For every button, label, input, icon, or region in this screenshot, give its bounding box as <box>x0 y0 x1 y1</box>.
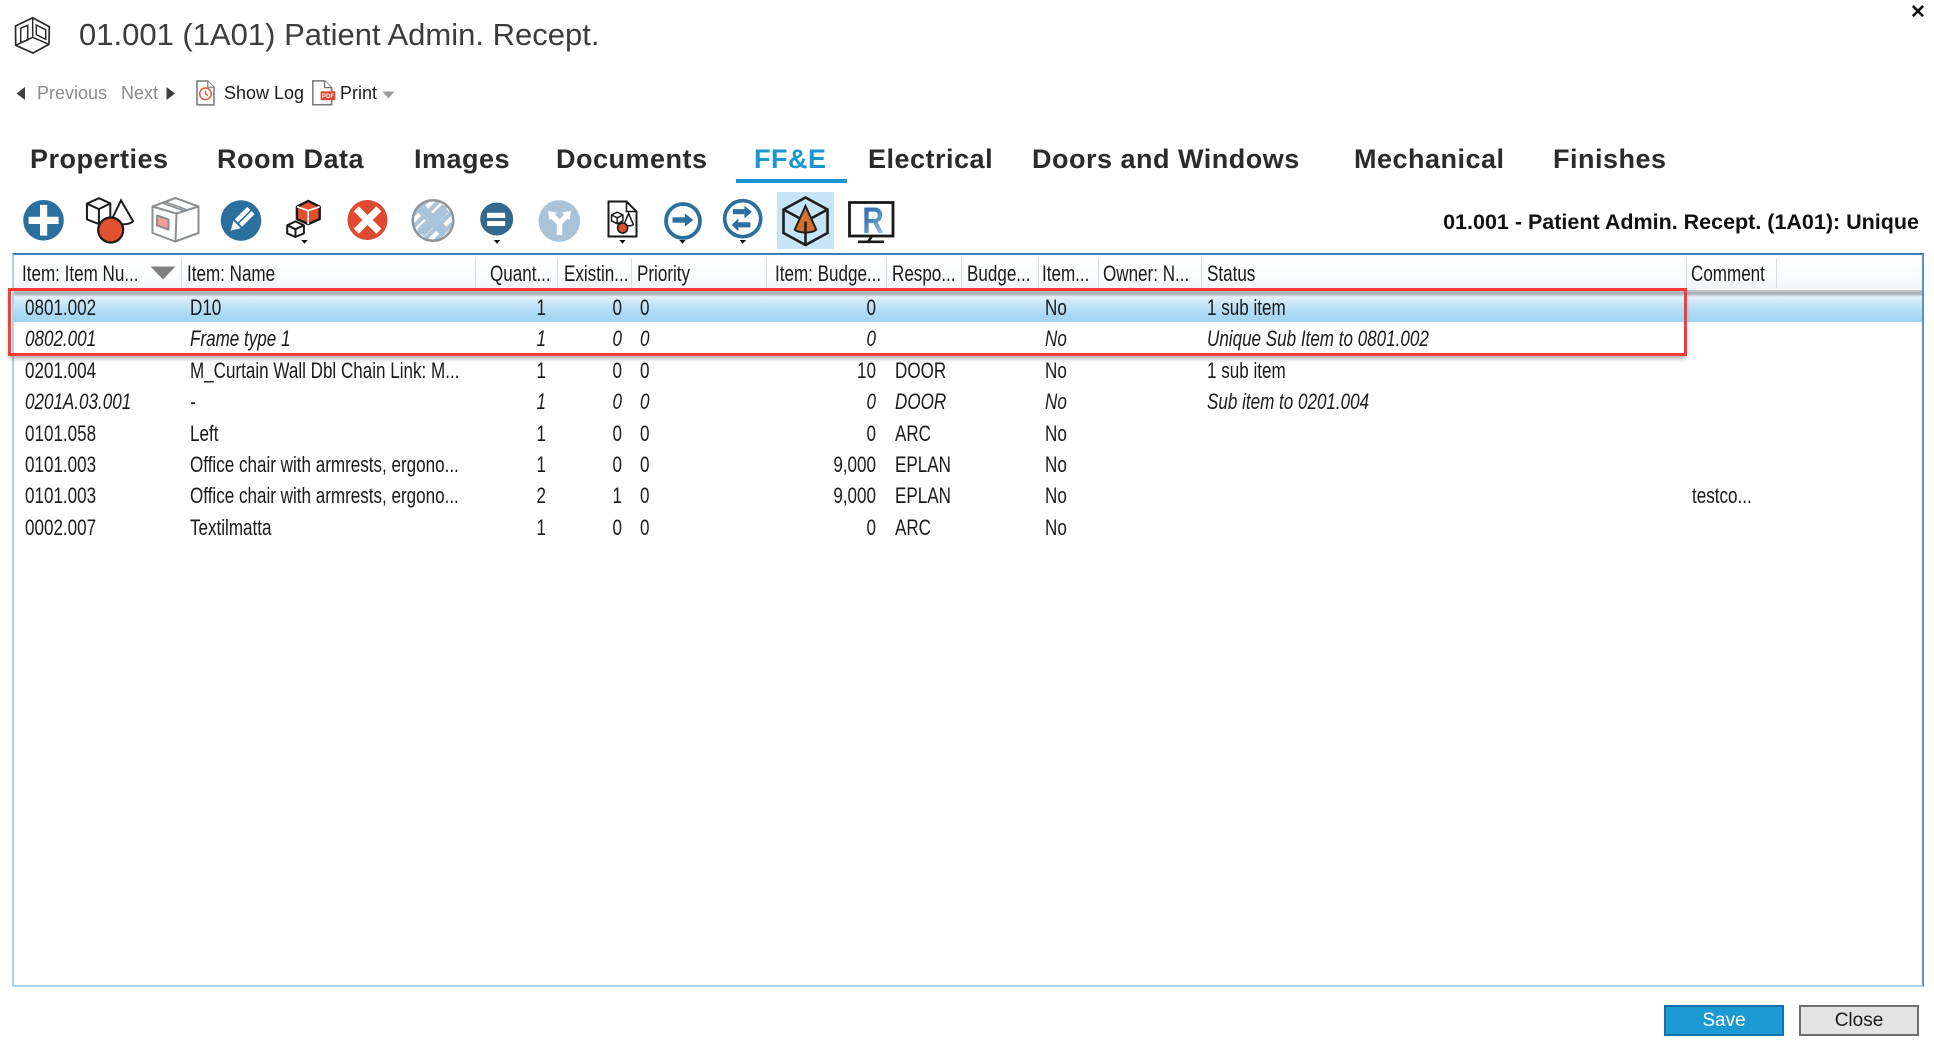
svg-text:PDF: PDF <box>322 94 334 100</box>
svg-text:R: R <box>862 201 883 242</box>
